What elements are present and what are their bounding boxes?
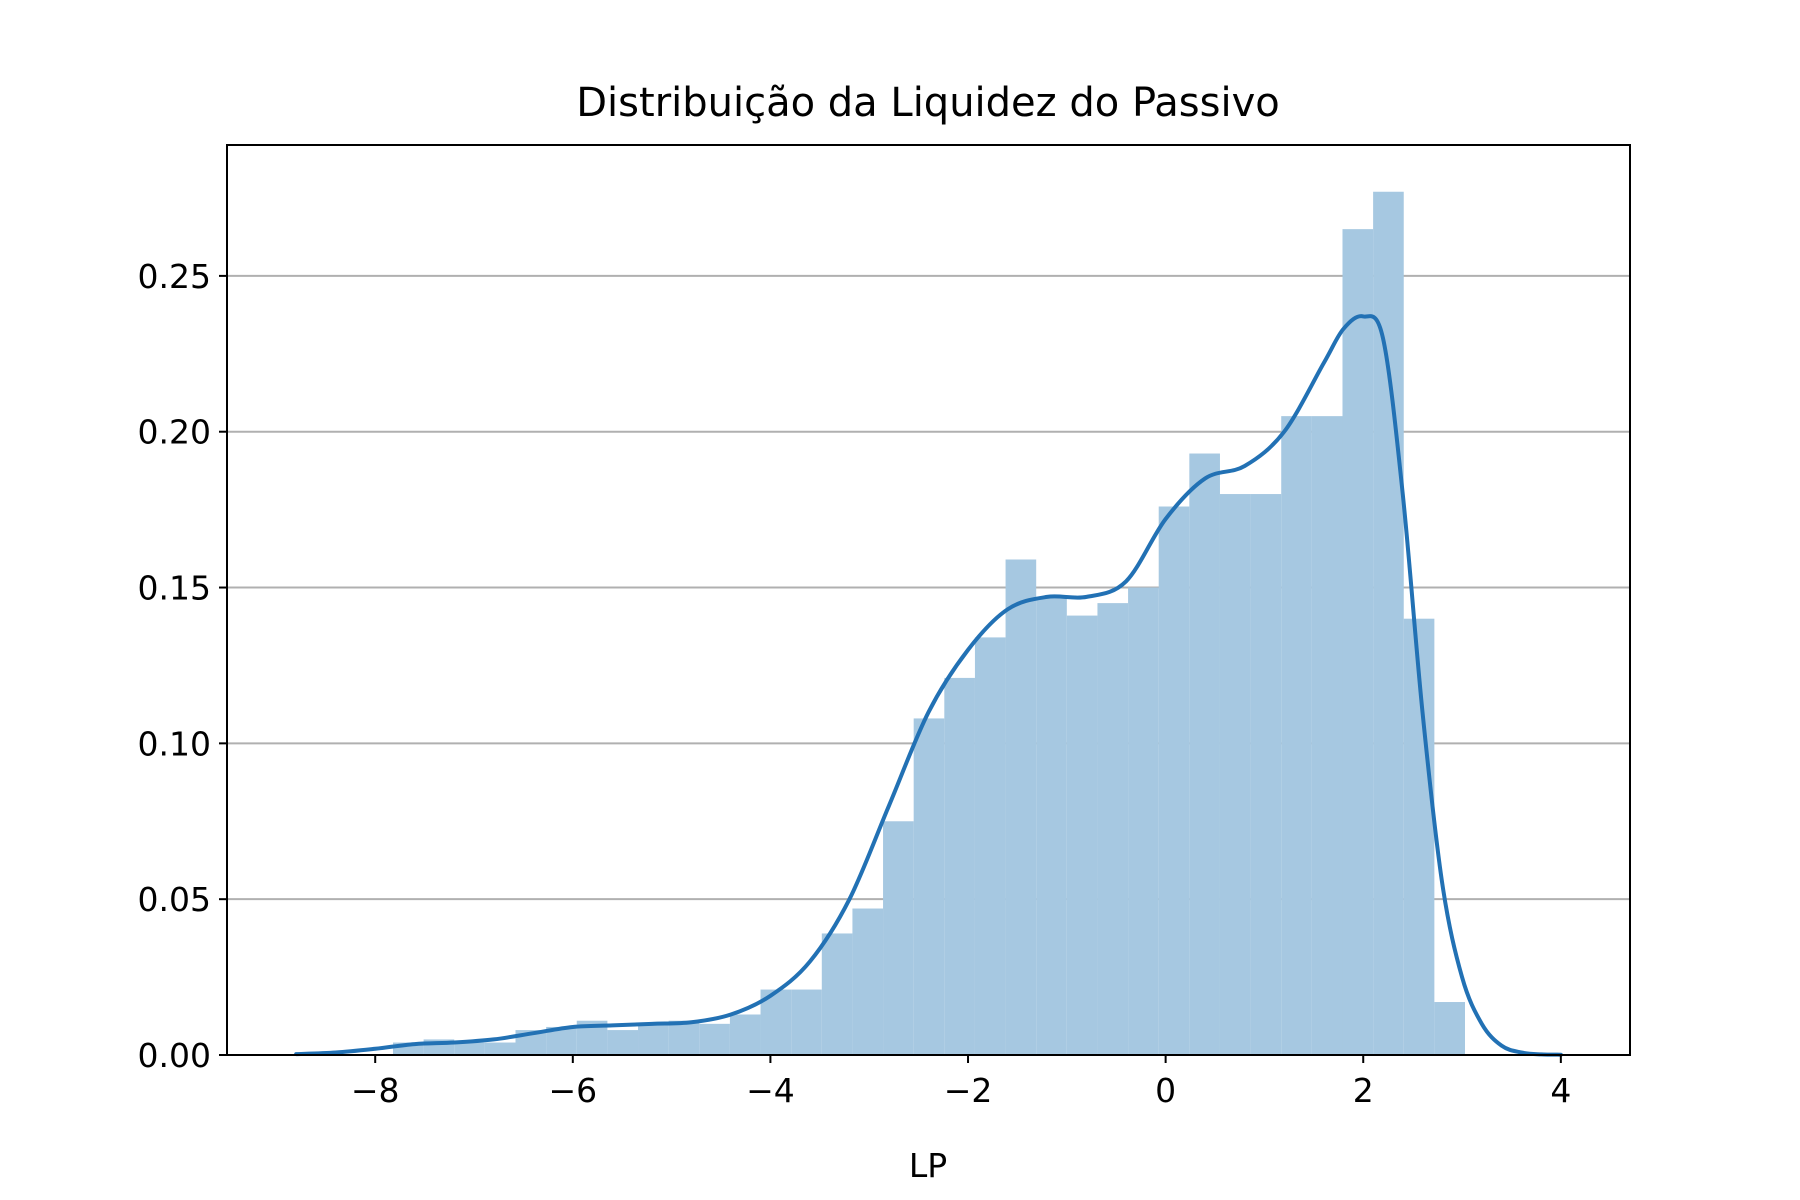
histogram-bar <box>974 637 1006 1055</box>
histogram-bar <box>852 908 884 1055</box>
x-tick-label: 0 <box>1155 1071 1176 1110</box>
y-tick-label: 0.25 <box>138 257 211 296</box>
y-tick-label: 0.15 <box>138 569 211 608</box>
y-tick-label: 0.05 <box>138 880 211 919</box>
x-tick-label: −8 <box>351 1071 400 1110</box>
kde-line <box>294 314 1563 1057</box>
histogram-bar <box>699 1023 730 1055</box>
histogram-bar <box>944 677 975 1055</box>
histogram-bar <box>1189 453 1220 1055</box>
histogram-bar <box>821 933 853 1055</box>
plot-frame <box>226 144 1631 1056</box>
histogram-bars <box>392 191 1465 1056</box>
histogram-bar <box>1250 494 1282 1055</box>
x-tick-label: 2 <box>1353 1071 1374 1110</box>
histogram-bar <box>1128 587 1159 1055</box>
y-tick-label: 0.00 <box>138 1036 211 1075</box>
histogram-bar <box>454 1042 485 1055</box>
histogram-bar <box>1373 191 1404 1055</box>
histogram-bar <box>1158 506 1190 1055</box>
x-axis: −8 −6 −4 −2 0 2 4 <box>351 1055 1571 1110</box>
histogram-bar <box>1311 416 1343 1055</box>
x-tick-label: −2 <box>944 1071 993 1110</box>
histogram-bar <box>1342 229 1374 1056</box>
y-tick-label: 0.20 <box>138 413 211 452</box>
histogram-bar <box>607 1030 639 1055</box>
histogram-bar <box>729 1014 761 1055</box>
histogram-bar <box>1434 1002 1465 1055</box>
histogram-bar <box>1281 416 1312 1055</box>
histogram-bar <box>1097 603 1129 1055</box>
histogram-bar <box>484 1042 516 1055</box>
x-axis-label: LP <box>909 1146 947 1185</box>
histogram-bar <box>913 718 945 1055</box>
histogram-bar <box>1005 559 1037 1055</box>
x-tick-label: −6 <box>548 1071 597 1110</box>
x-tick-label: −4 <box>746 1071 795 1110</box>
histogram-bar <box>1036 596 1067 1055</box>
histogram-bar <box>1219 494 1251 1055</box>
y-tick-label: 0.10 <box>138 724 211 763</box>
histogram-bar <box>668 1020 700 1055</box>
chart-title: Distribuição da Liquidez do Passivo <box>576 80 1279 126</box>
histogram-bar <box>638 1023 669 1055</box>
histogram-bar <box>883 821 914 1055</box>
histogram-bar <box>1066 615 1098 1055</box>
x-tick-label: 4 <box>1550 1071 1571 1110</box>
y-axis: 0.00 0.05 0.10 0.15 0.20 0.25 <box>138 257 227 1075</box>
histogram-bar <box>791 989 822 1055</box>
